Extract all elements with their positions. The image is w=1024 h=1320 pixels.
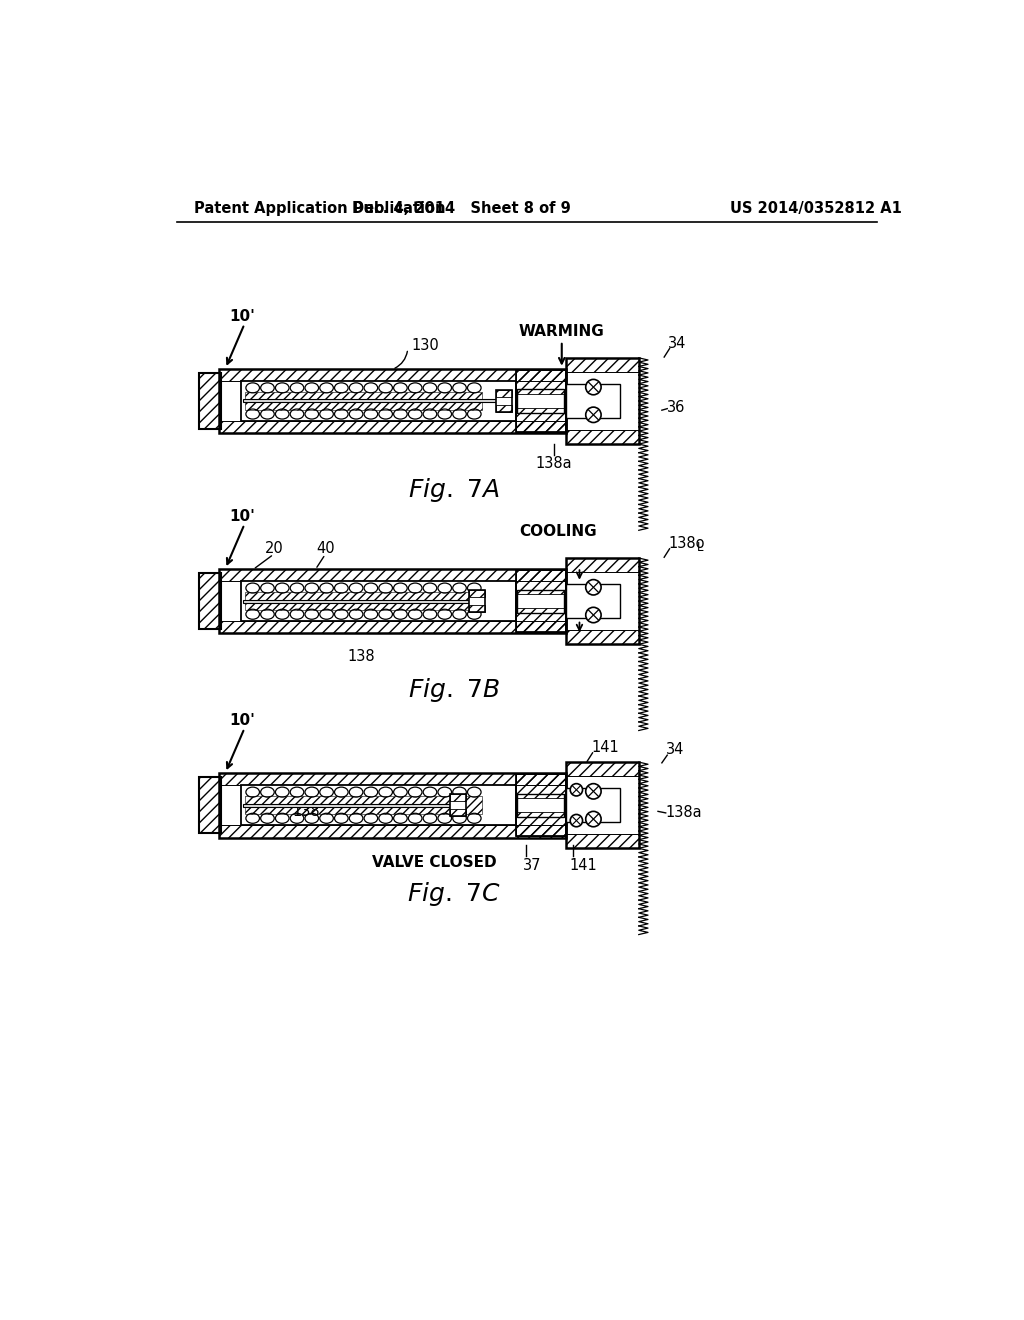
Text: 141: 141 [591,741,618,755]
Circle shape [586,784,601,799]
Bar [243,804,457,807]
Text: 37: 37 [523,858,542,873]
Text: VALVE CLOSED: VALVE CLOSED [373,855,497,870]
Bar [241,581,515,622]
Bar [219,421,565,433]
Text: 141: 141 [569,858,597,873]
Bar [565,558,639,572]
Bar [241,381,515,421]
Bar [199,777,220,833]
Circle shape [586,812,601,826]
Text: 138: 138 [348,649,376,664]
Bar [515,775,565,836]
Circle shape [586,379,601,395]
Bar [515,805,565,836]
Bar [469,590,484,597]
Text: $\mathit{Fig.}\ \mathit{7A}$: $\mathit{Fig.}\ \mathit{7A}$ [409,475,500,503]
Bar [199,374,220,429]
Bar [565,558,639,644]
Text: 138a: 138a [666,805,702,821]
Text: 138: 138 [292,804,319,818]
Bar [517,389,564,413]
Bar [515,370,565,432]
Bar [219,368,565,381]
Text: 34: 34 [668,335,686,351]
Bar [219,622,565,634]
Bar [517,590,564,612]
Bar [517,609,564,612]
Bar [199,573,220,628]
Bar [517,793,564,799]
Text: 40: 40 [316,541,335,556]
Bar [219,825,565,838]
Bar [565,358,639,444]
Bar [515,570,565,632]
Text: 10': 10' [229,510,255,524]
Bar [243,400,503,403]
Bar [199,374,220,429]
Circle shape [570,784,583,796]
Text: WARMING: WARMING [519,325,604,339]
Bar [515,570,565,601]
Bar [219,774,565,785]
Bar [565,762,639,849]
Text: 10': 10' [229,309,255,323]
Text: COOLING: COOLING [519,524,597,540]
Bar [199,777,220,833]
Bar [565,762,639,776]
Bar [517,408,564,413]
Bar [497,405,512,412]
Text: 130: 130 [412,338,439,352]
Bar [565,788,620,822]
Circle shape [586,579,601,595]
Text: 34: 34 [666,742,684,758]
Text: $\mathit{Fig.}\ \mathit{7C}$: $\mathit{Fig.}\ \mathit{7C}$ [408,879,501,908]
Text: 20: 20 [264,541,284,556]
Bar [565,585,620,618]
Bar [497,391,512,412]
Bar [243,599,475,603]
Bar [469,605,484,612]
Text: 10': 10' [229,713,255,729]
Bar [517,793,564,817]
Bar [469,590,484,612]
Text: 138a: 138a [536,457,572,471]
Bar [565,834,639,849]
Text: $\mathit{Fig.}\ \mathit{7B}$: $\mathit{Fig.}\ \mathit{7B}$ [409,676,500,704]
Circle shape [570,814,583,826]
Bar [246,796,481,814]
Bar [517,389,564,395]
Bar [565,384,620,418]
Bar [517,812,564,817]
Circle shape [586,607,601,623]
Bar [497,391,512,397]
Bar [515,401,565,432]
Bar [565,430,639,444]
Circle shape [586,407,601,422]
Bar [515,775,565,805]
Bar [451,809,466,816]
Text: Patent Application Publication: Patent Application Publication [194,201,445,216]
Text: 36: 36 [668,400,686,414]
Bar [219,774,565,838]
Bar [517,590,564,594]
Bar [246,591,481,610]
Bar [241,785,515,825]
Bar [451,795,466,801]
Text: 138o: 138o [668,536,705,550]
Bar [515,370,565,401]
Text: Dec. 4, 2014   Sheet 8 of 9: Dec. 4, 2014 Sheet 8 of 9 [352,201,571,216]
Text: L: L [696,541,703,554]
Bar [219,569,565,634]
Bar [219,368,565,433]
Bar [219,569,565,581]
Bar [515,601,565,632]
Bar [565,631,639,644]
Bar [199,573,220,628]
Bar [565,358,639,372]
Bar [246,392,481,411]
Text: US 2014/0352812 A1: US 2014/0352812 A1 [730,201,902,216]
Bar [451,795,466,816]
